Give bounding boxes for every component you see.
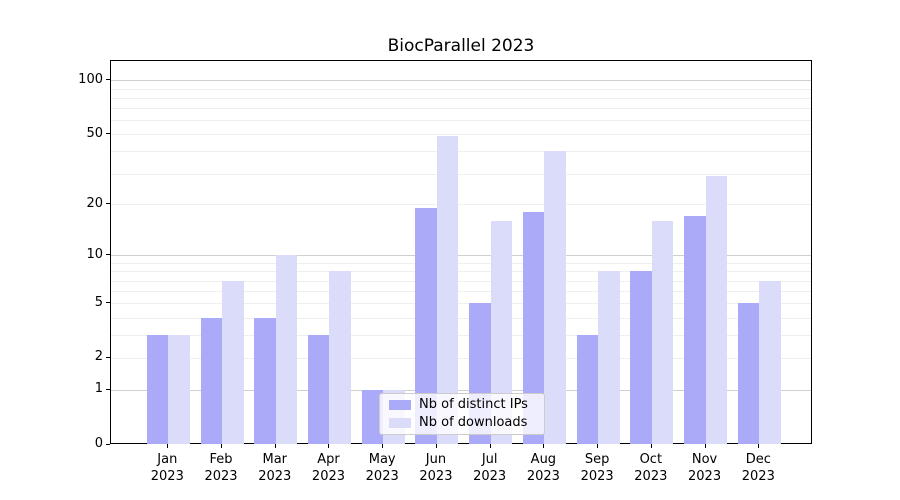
x-tick-label-sep: Sep 2023 bbox=[580, 452, 614, 484]
x-tick-label-jan: Jan 2023 bbox=[150, 452, 184, 484]
y-tick-mark bbox=[106, 388, 110, 390]
chart-title: BiocParallel 2023 bbox=[387, 36, 535, 56]
y-tick-label: 1 bbox=[94, 381, 103, 397]
bar-downloads-sep bbox=[598, 271, 620, 444]
y-tick-mark bbox=[106, 254, 110, 256]
x-tick-label-apr: Apr 2023 bbox=[311, 452, 346, 484]
bar-distinct-ips-aug bbox=[522, 212, 545, 444]
x-tick-label-jun: Jun 2023 bbox=[419, 452, 453, 484]
y-tick-label: 2 bbox=[94, 349, 103, 365]
bar-downloads-jul bbox=[490, 221, 513, 444]
minor-gridline bbox=[111, 204, 811, 206]
x-tick-mark bbox=[650, 444, 652, 448]
x-tick-label-mar: Mar 2023 bbox=[258, 452, 292, 484]
bar-downloads-jun bbox=[436, 135, 459, 444]
x-tick-mark bbox=[328, 444, 330, 448]
y-tick-mark bbox=[106, 79, 110, 81]
bar-distinct-ips-mar bbox=[254, 317, 276, 444]
minor-gridline bbox=[111, 335, 811, 337]
x-tick-label-feb: Feb 2023 bbox=[204, 452, 238, 484]
x-tick-mark bbox=[704, 444, 706, 448]
y-tick-mark bbox=[106, 302, 110, 304]
x-tick-mark bbox=[435, 444, 437, 448]
legend-item-downloads: Nb of downloads bbox=[380, 416, 544, 430]
x-tick-mark bbox=[274, 444, 276, 448]
minor-gridline bbox=[111, 262, 811, 264]
x-tick-label-nov: Nov 2023 bbox=[688, 452, 722, 484]
x-tick-mark bbox=[597, 444, 599, 448]
plot-area bbox=[110, 60, 812, 444]
x-tick-label-oct: Oct 2023 bbox=[634, 452, 668, 484]
minor-gridline bbox=[111, 291, 811, 293]
x-tick-mark bbox=[758, 444, 760, 448]
y-tick-mark bbox=[106, 443, 110, 445]
x-tick-label-may: May 2023 bbox=[365, 452, 399, 484]
x-tick-label-dec: Dec 2023 bbox=[741, 452, 775, 484]
minor-gridline bbox=[111, 280, 811, 282]
x-tick-label-jul: Jul 2023 bbox=[473, 452, 507, 484]
x-tick-mark bbox=[167, 444, 169, 448]
major-gridline bbox=[111, 255, 811, 257]
y-tick-label: 20 bbox=[86, 195, 103, 211]
bar-downloads-nov bbox=[705, 176, 728, 444]
y-tick-mark bbox=[106, 133, 110, 135]
legend-swatch-downloads bbox=[389, 418, 411, 428]
major-gridline bbox=[111, 389, 811, 391]
legend-item-distinct-ips: Nb of distinct IPs bbox=[380, 398, 544, 412]
minor-gridline bbox=[111, 151, 811, 153]
minor-gridline bbox=[111, 120, 811, 122]
x-tick-label-aug: Aug 2023 bbox=[526, 452, 560, 484]
bar-distinct-ips-jan bbox=[146, 335, 169, 444]
bar-downloads-feb bbox=[222, 280, 244, 444]
bar-distinct-ips-dec bbox=[737, 303, 760, 444]
legend: Nb of distinct IPs Nb of downloads bbox=[379, 393, 545, 435]
y-tick-mark bbox=[106, 356, 110, 358]
bar-downloads-mar bbox=[275, 255, 298, 444]
bar-distinct-ips-may bbox=[361, 389, 384, 444]
y-tick-label: 5 bbox=[94, 294, 103, 310]
minor-gridline bbox=[111, 271, 811, 273]
bar-distinct-ips-sep bbox=[576, 335, 599, 444]
minor-gridline bbox=[111, 88, 811, 90]
major-gridline bbox=[111, 80, 811, 82]
bar-downloads-aug bbox=[544, 151, 566, 444]
minor-gridline bbox=[111, 108, 811, 110]
bar-downloads-dec bbox=[759, 280, 781, 444]
bar-downloads-apr bbox=[329, 271, 351, 444]
minor-gridline bbox=[111, 173, 811, 175]
x-tick-mark bbox=[382, 444, 384, 448]
minor-gridline bbox=[111, 317, 811, 319]
legend-label-distinct-ips: Nb of distinct IPs bbox=[419, 397, 528, 412]
bar-downloads-oct bbox=[651, 221, 674, 444]
minor-gridline bbox=[111, 97, 811, 99]
y-tick-label: 50 bbox=[86, 125, 103, 141]
legend-label-downloads: Nb of downloads bbox=[419, 415, 528, 430]
x-tick-mark bbox=[489, 444, 491, 448]
y-tick-label: 0 bbox=[94, 436, 103, 452]
bar-distinct-ips-feb bbox=[200, 317, 223, 444]
bar-downloads-jan bbox=[168, 335, 190, 444]
bar-distinct-ips-jun bbox=[415, 208, 437, 444]
y-tick-label: 100 bbox=[78, 71, 103, 87]
bar-distinct-ips-oct bbox=[630, 271, 652, 444]
y-tick-label: 10 bbox=[86, 246, 103, 262]
minor-gridline bbox=[111, 303, 811, 305]
minor-gridline bbox=[111, 134, 811, 136]
bar-distinct-ips-nov bbox=[684, 216, 706, 444]
x-tick-mark bbox=[221, 444, 223, 448]
minor-gridline bbox=[111, 357, 811, 359]
x-tick-mark bbox=[543, 444, 545, 448]
y-tick-mark bbox=[106, 203, 110, 205]
legend-swatch-distinct-ips bbox=[389, 400, 411, 410]
bar-distinct-ips-apr bbox=[307, 335, 330, 444]
